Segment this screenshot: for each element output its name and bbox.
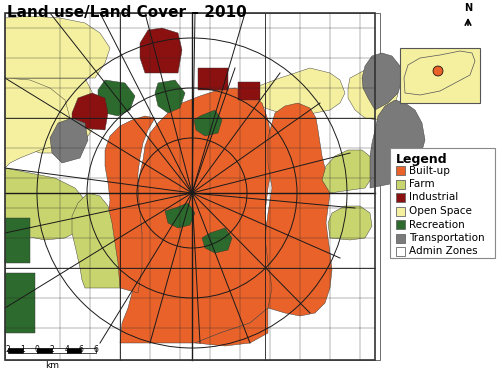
Polygon shape: [348, 66, 398, 120]
Text: N: N: [464, 3, 472, 13]
Bar: [38, 348, 52, 353]
Polygon shape: [265, 103, 332, 316]
Polygon shape: [5, 78, 70, 168]
Bar: [22, 348, 38, 353]
Bar: [396, 166, 405, 175]
Polygon shape: [105, 116, 155, 293]
Polygon shape: [194, 110, 222, 136]
Bar: [400, 48, 480, 103]
Polygon shape: [72, 93, 108, 130]
Polygon shape: [404, 51, 475, 95]
Text: 6: 6: [79, 345, 84, 354]
Circle shape: [433, 66, 443, 76]
Polygon shape: [240, 68, 345, 115]
Bar: [5, 13, 380, 360]
Bar: [5, 218, 30, 263]
Text: Admin Zones: Admin Zones: [409, 246, 478, 256]
Polygon shape: [362, 53, 402, 110]
Bar: [66, 348, 82, 353]
Text: Land use/Land Cover – 2010: Land use/Land Cover – 2010: [7, 5, 247, 20]
Bar: [238, 82, 260, 100]
Polygon shape: [5, 78, 100, 153]
Text: Legend: Legend: [396, 153, 448, 166]
Polygon shape: [322, 150, 375, 193]
Text: 4: 4: [64, 345, 69, 354]
Text: Farm: Farm: [409, 179, 434, 189]
Polygon shape: [98, 80, 135, 116]
Text: Open Space: Open Space: [409, 206, 472, 216]
Polygon shape: [140, 28, 182, 73]
Bar: [396, 193, 405, 202]
Text: 1: 1: [20, 345, 25, 354]
Polygon shape: [72, 193, 120, 288]
Bar: [396, 206, 405, 215]
Text: 2: 2: [50, 345, 54, 354]
Polygon shape: [165, 203, 195, 228]
Polygon shape: [120, 88, 275, 343]
Polygon shape: [5, 36, 90, 78]
Text: Industrial: Industrial: [409, 192, 458, 203]
Text: Built-up: Built-up: [409, 166, 450, 175]
Text: Transportation: Transportation: [409, 233, 484, 243]
Polygon shape: [370, 100, 425, 188]
Polygon shape: [328, 206, 372, 240]
Text: km: km: [45, 361, 59, 370]
Text: 0: 0: [35, 345, 40, 354]
Bar: [52, 348, 66, 353]
Bar: [82, 348, 96, 353]
Polygon shape: [50, 118, 88, 163]
Bar: [396, 234, 405, 242]
Bar: [390, 148, 495, 258]
Polygon shape: [195, 308, 268, 346]
Bar: [8, 348, 22, 353]
Bar: [396, 247, 405, 256]
Text: 2: 2: [6, 345, 10, 354]
Polygon shape: [202, 228, 232, 253]
Text: Recreation: Recreation: [409, 220, 465, 229]
Text: 6: 6: [94, 345, 98, 354]
Bar: [198, 68, 228, 90]
Bar: [5, 273, 35, 333]
Polygon shape: [5, 16, 110, 78]
Bar: [396, 220, 405, 229]
Bar: [5, 13, 375, 360]
Polygon shape: [5, 168, 88, 240]
Polygon shape: [155, 80, 185, 113]
Bar: [396, 180, 405, 189]
